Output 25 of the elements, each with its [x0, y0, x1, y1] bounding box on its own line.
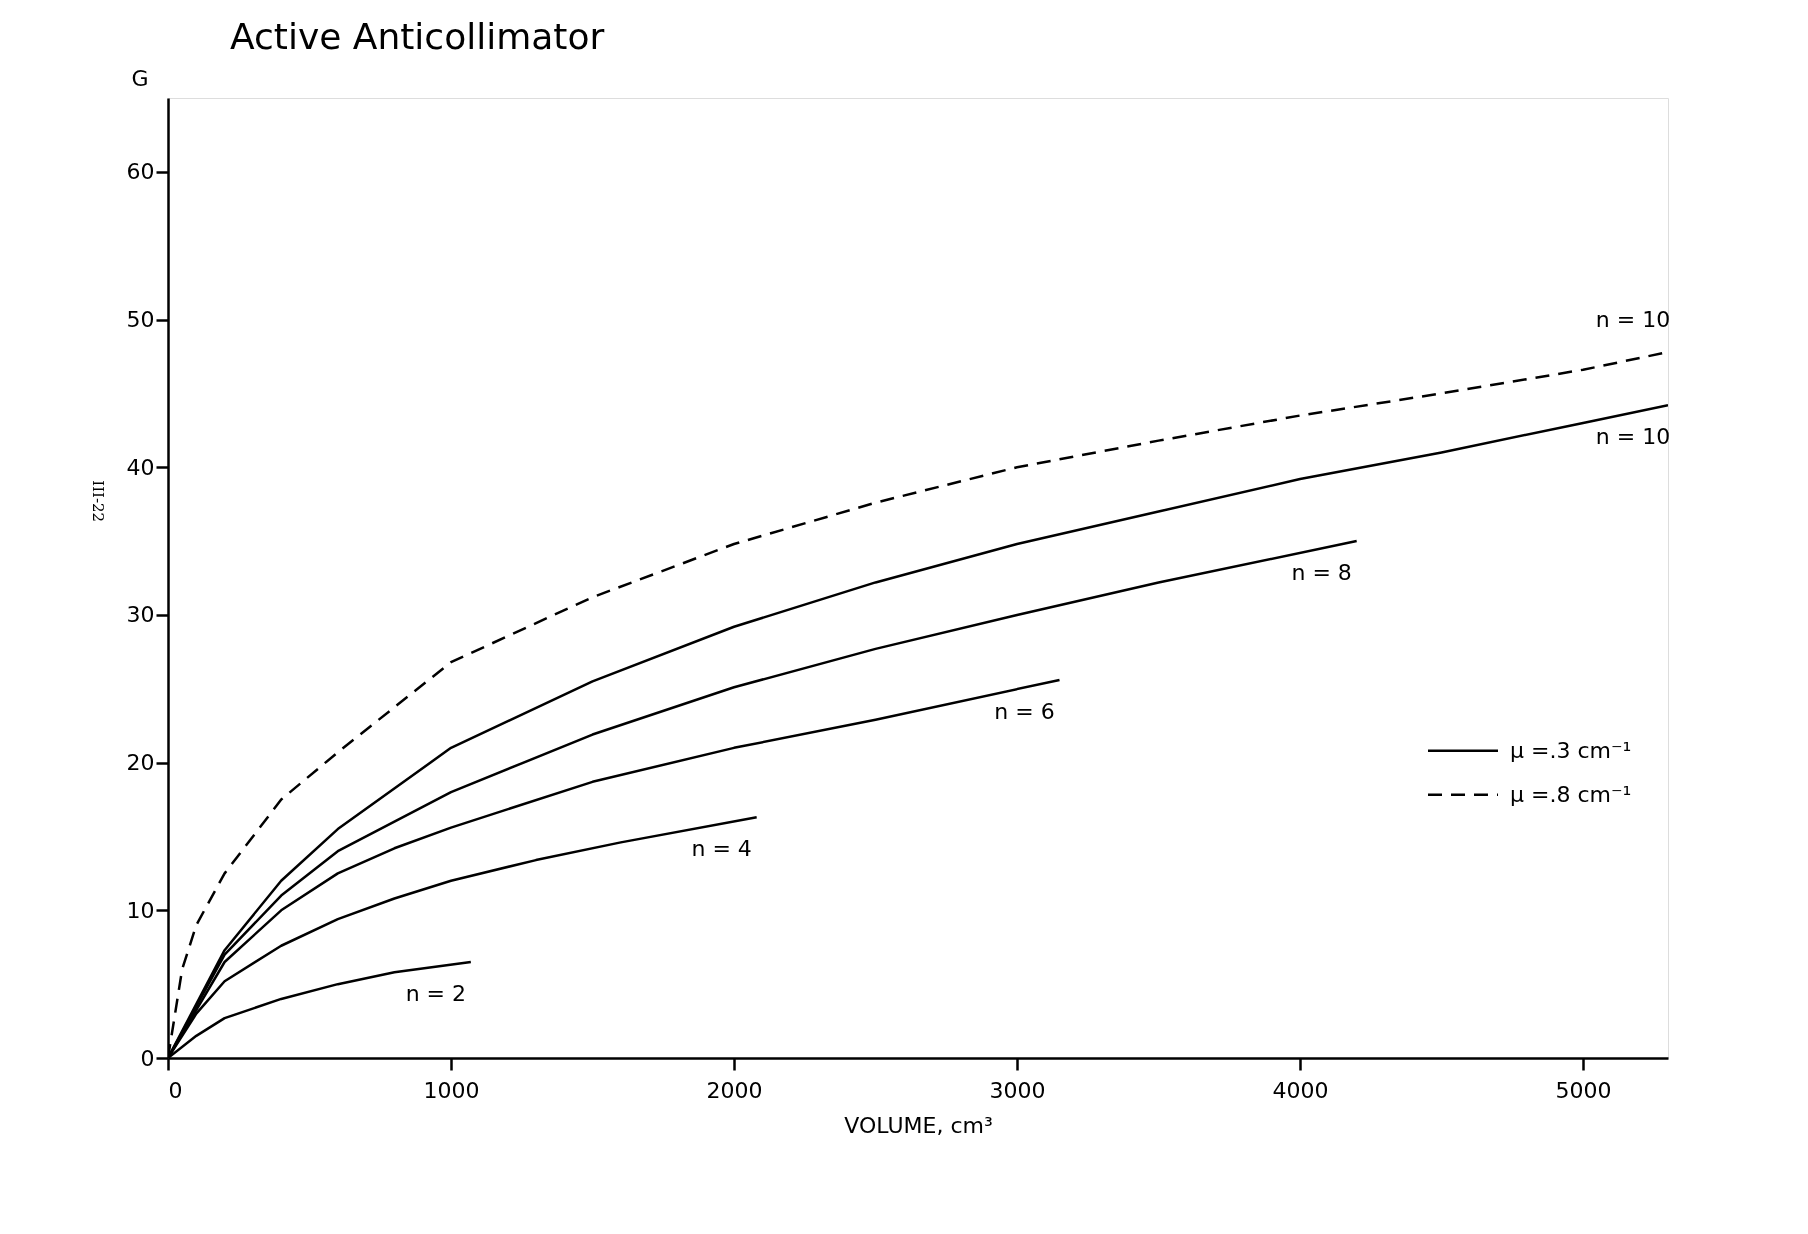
text: III-22 — [89, 480, 107, 523]
series-label: n = 8 — [1291, 560, 1352, 586]
y-tick-label: 50 — [126, 307, 155, 333]
chart-title: Active Anticollimator — [230, 16, 605, 57]
x-tick-label: 2000 — [706, 1077, 763, 1103]
series-label: n = 10 — [1595, 424, 1671, 450]
annotation: μ =.8 cm⁻¹ — [1510, 781, 1632, 807]
x-tick-label: 5000 — [1555, 1077, 1612, 1103]
y-tick-label: 40 — [126, 454, 155, 480]
y-tick-label: 30 — [126, 602, 155, 628]
series-label: n = 10 — [1595, 307, 1671, 333]
series-label: n = 6 — [994, 698, 1055, 724]
y-axis-title: G — [131, 65, 149, 91]
series-label: n = 2 — [405, 981, 467, 1006]
y-tick-label: 10 — [126, 897, 155, 923]
series-label: n = 4 — [691, 836, 752, 862]
y-tick-label: 60 — [126, 159, 155, 185]
x-axis-title: VOLUME, cm³ — [844, 1112, 993, 1138]
y-tick-label: 20 — [126, 750, 155, 776]
y-tick-label: 0 — [140, 1045, 155, 1071]
x-tick-label: 0 — [168, 1077, 183, 1103]
annotation: μ =.3 cm⁻¹ — [1510, 737, 1632, 763]
x-tick-label: 1000 — [423, 1077, 480, 1103]
x-tick-label: 3000 — [989, 1077, 1046, 1103]
x-tick-label: 4000 — [1272, 1077, 1329, 1103]
